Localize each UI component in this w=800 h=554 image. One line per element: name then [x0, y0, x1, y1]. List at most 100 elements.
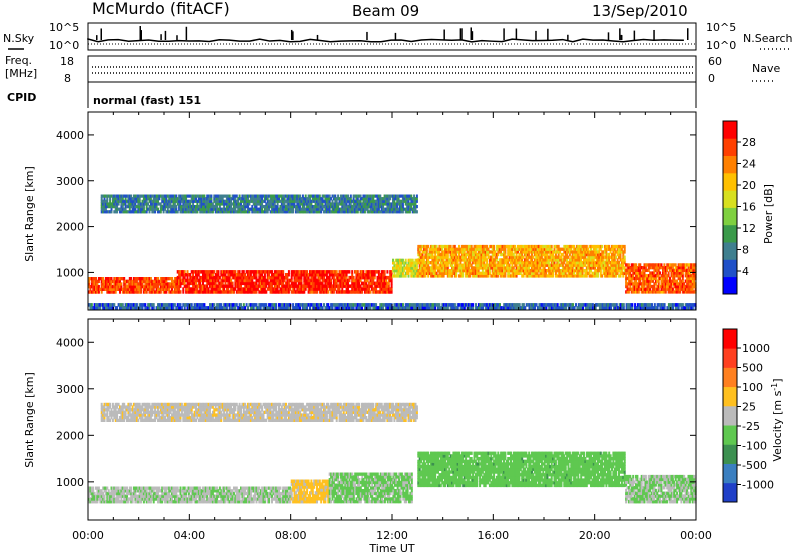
data-cell: [224, 278, 227, 283]
data-cell: [571, 263, 574, 267]
data-cell: [310, 290, 313, 294]
data-cell: [195, 281, 197, 286]
data-cell: [254, 205, 257, 209]
data-cell: [417, 271, 420, 275]
data-cell: [278, 281, 280, 286]
data-cell: [152, 199, 155, 203]
data-cell: [196, 207, 199, 211]
freq-panel-frame: [87, 55, 697, 83]
data-cell: [237, 270, 240, 274]
data-cell: [210, 281, 213, 286]
data-cell: [403, 199, 406, 203]
data-cell: [127, 202, 130, 206]
data-cell: [200, 194, 203, 198]
data-cell: [643, 263, 646, 267]
data-cell: [397, 258, 400, 262]
data-cell: [127, 279, 130, 283]
data-cell: [358, 290, 361, 294]
data-cell: [561, 271, 564, 275]
data-cell: [380, 207, 383, 211]
data-cell: [317, 199, 320, 203]
data-cell: [138, 197, 141, 201]
data-cell: [540, 263, 543, 267]
data-cell: [472, 255, 475, 259]
data-cell: [261, 210, 264, 214]
data-cell: [380, 205, 383, 209]
data-cell: [567, 247, 570, 251]
data-cell: [261, 278, 264, 283]
data-cell: [113, 285, 116, 289]
data-cell: [536, 258, 539, 262]
data-cell: [598, 258, 601, 262]
data-cell: [317, 273, 320, 277]
data-cell: [155, 194, 158, 198]
data-cell: [578, 244, 581, 249]
data-cell: [207, 207, 210, 211]
data-cell: [332, 275, 335, 280]
data-cell: [570, 258, 573, 262]
data-cell: [214, 273, 217, 277]
data-cell: [279, 205, 282, 209]
data-cell: [325, 197, 328, 201]
data-cell: [580, 258, 583, 262]
data-cell: [410, 197, 413, 201]
data-cell: [620, 263, 623, 267]
data-cell: [323, 194, 325, 198]
data-cell: [334, 270, 337, 274]
data-cell: [393, 263, 396, 268]
data-cell: [435, 244, 438, 249]
data-cell: [584, 255, 587, 259]
data-cell: [254, 270, 257, 274]
data-cell: [421, 258, 424, 262]
data-cell: [632, 271, 635, 275]
data-cell: [145, 282, 148, 286]
data-cell: [137, 285, 140, 289]
data-cell: [116, 279, 119, 283]
data-cell: [161, 287, 164, 291]
data-cell: [501, 252, 504, 257]
data-cell: [328, 210, 331, 214]
data-cell: [128, 279, 131, 283]
data-cell: [338, 202, 341, 206]
data-cell: [335, 270, 338, 274]
data-cell: [389, 205, 392, 209]
data-cell: [183, 210, 186, 214]
data-cell: [580, 261, 583, 265]
data-cell: [552, 263, 555, 267]
data-cell: [178, 194, 181, 198]
data-cell: [157, 210, 159, 214]
data-cell: [643, 279, 646, 283]
data-cell: [349, 290, 352, 294]
data-cell: [578, 252, 581, 257]
data-cell: [117, 207, 120, 211]
data-cell: [273, 205, 276, 209]
data-cell: [362, 281, 365, 286]
data-cell: [297, 207, 300, 211]
data-cell: [676, 290, 679, 294]
data-cell: [147, 207, 150, 211]
data-cell: [166, 210, 169, 214]
data-cell: [657, 284, 660, 289]
data-cell: [355, 197, 358, 201]
data-cell: [233, 270, 235, 274]
data-cell: [227, 207, 230, 211]
data-cell: [560, 261, 563, 265]
data-cell: [366, 278, 369, 283]
data-cell: [480, 247, 483, 251]
data-cell: [306, 199, 309, 203]
data-cell: [356, 284, 359, 288]
data-cell: [597, 271, 599, 275]
data-cell: [460, 244, 463, 249]
data-cell: [213, 278, 216, 283]
data-cell: [487, 271, 490, 275]
data-cell: [671, 268, 674, 272]
data-cell: [399, 263, 401, 268]
data-cell: [120, 282, 123, 286]
data-cell: [210, 287, 213, 291]
data-cell: [644, 279, 647, 283]
data-cell: [526, 258, 529, 262]
data-cell: [667, 284, 670, 289]
data-cell: [684, 268, 687, 272]
data-cell: [119, 285, 121, 289]
data-cell: [102, 199, 105, 203]
